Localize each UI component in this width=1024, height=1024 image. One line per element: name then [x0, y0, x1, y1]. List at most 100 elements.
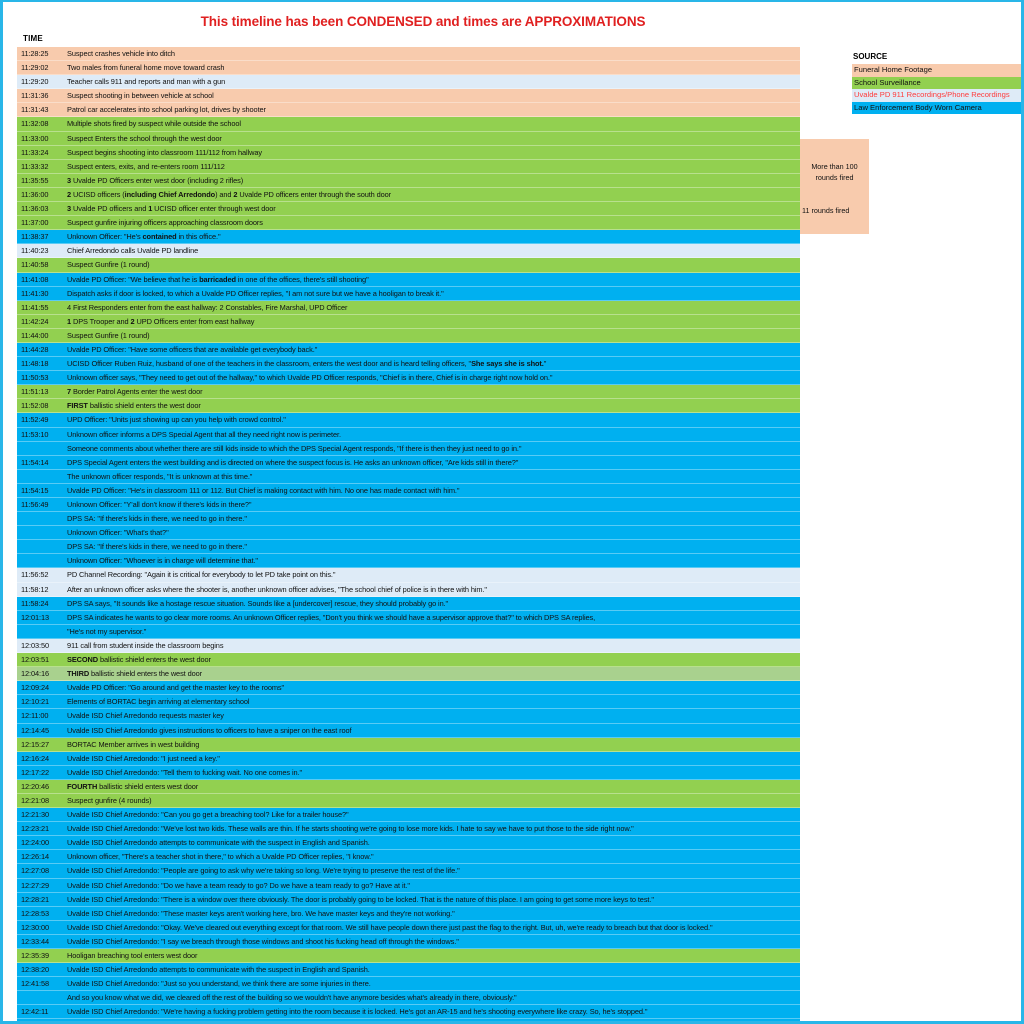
row-time: 11:41:30 [21, 288, 49, 298]
row-description: Uvalde ISD Chief Arredondo: "There is a … [67, 894, 654, 904]
row-time: 11:31:43 [21, 105, 49, 115]
row-description: DPS SA: "If there's kids in there, we ne… [67, 514, 247, 524]
table-row: 11:48:18 UCISD Officer Ruben Ruiz, husban… [17, 357, 800, 372]
table-row: 12:23:21 Uvalde ISD Chief Arredondo: "We'… [17, 822, 800, 837]
row-time: 11:56:52 [21, 570, 49, 580]
row-time: 11:29:02 [21, 63, 49, 73]
table-row: 12:04:16 THIRD ballistic shield enters th… [17, 667, 800, 682]
row-time: 11:29:20 [21, 77, 49, 87]
row-description: Uvalde PD Officer: "Go around and get th… [67, 683, 285, 693]
row-description: Uvalde ISD Chief Arredondo: "I just need… [67, 753, 220, 763]
row-description: Uvalde ISD Chief Arredondo: "Do we have … [67, 880, 410, 890]
row-time: 12:17:22 [21, 767, 49, 777]
table-row: 12:03:50 911 call from student inside the… [17, 638, 800, 654]
table-row: 12:27:29 Uvalde ISD Chief Arredondo: "Do … [17, 878, 800, 893]
row-description: Teacher calls 911 and reports and man wi… [67, 77, 226, 87]
table-row: 12:38:20 Uvalde ISD Chief Arredondo attem… [17, 963, 800, 978]
table-row: 11:37:00 Suspect gunfire injuring officer… [17, 216, 800, 231]
table-row: 11:58:24 DPS SA says, "It sounds like a h… [17, 596, 800, 611]
row-time: 12:03:51 [21, 655, 49, 665]
row-time: 12:28:21 [21, 894, 49, 904]
row-time: 12:01:13 [21, 612, 49, 622]
table-row: 11:36:00 2 UCISD officers (including Chie… [17, 187, 800, 203]
table-row: 11:52:08 FIRST ballistic shield enters th… [17, 399, 800, 414]
row-time: 11:44:00 [21, 330, 49, 340]
row-time: 12:14:45 [21, 725, 49, 735]
legend-item: School Surveillance [852, 76, 1021, 90]
row-time: 12:10:21 [21, 697, 49, 707]
row-time: 12:04:16 [21, 669, 49, 679]
table-row: 12:17:22 Uvalde ISD Chief Arredondo: "Tel… [17, 765, 800, 780]
row-time: 11:33:24 [21, 147, 49, 157]
row-time: 11:48:18 [21, 359, 49, 369]
table-row: 11:56:49 Unknown Officer: "Y'all don't kn… [17, 498, 800, 513]
row-description: 1 DPS Trooper and 2 UPD Officers enter f… [67, 316, 255, 326]
table-row: 12:11:00 Uvalde ISD Chief Arredondo reque… [17, 709, 800, 724]
legend-item: Uvalde PD 911 Recordings/Phone Recording… [852, 89, 1021, 102]
table-header: TIME [17, 34, 800, 47]
table-row: 11:33:24 Suspect begins shooting into cla… [17, 145, 800, 160]
row-description: Uvalde ISD Chief Arredondo: "We've lost … [67, 824, 634, 834]
row-time: 11:37:00 [21, 218, 49, 228]
table-row: 11:41:30 Dispatch asks if door is locked,… [17, 286, 800, 301]
row-time: 11:51:13 [21, 387, 49, 397]
row-description: Elements of BORTAC begin arriving at ele… [67, 697, 250, 707]
row-description: Multiple shots fired by suspect while ou… [67, 119, 241, 129]
row-time: 11:33:32 [21, 161, 49, 171]
row-time: 11:54:14 [21, 457, 49, 467]
table-row: 11:40:23 Chief Arredondo calls Uvalde PD … [17, 244, 800, 259]
row-time: 11:38:37 [21, 232, 49, 242]
table-row: 11:50:53 Unknown officer says, "They need… [17, 371, 800, 386]
row-time: 11:31:36 [21, 91, 49, 101]
row-time: 12:30:00 [21, 922, 49, 932]
table-row: 12:16:24 Uvalde ISD Chief Arredondo: "I j… [17, 751, 800, 766]
table-row: 12:28:21 Uvalde ISD Chief Arredondo: "The… [17, 892, 800, 907]
row-time: 11:28:25 [21, 49, 49, 58]
row-time: 11:41:55 [21, 302, 49, 312]
table-row: And so you know what we did, we cleared … [17, 991, 800, 1006]
table-row: 12:01:13 DPS SA indicates he wants to go … [17, 610, 800, 625]
row-description: Suspect crashes vehicle into ditch [67, 49, 175, 58]
row-description: Uvalde PD Officer: "Have some officers t… [67, 344, 318, 354]
row-description: Uvalde ISD Chief Arredondo requests mast… [67, 711, 224, 721]
table-row: 11:56:52 PD Channel Recording: "Again it … [17, 568, 800, 583]
row-time: 11:41:08 [21, 274, 49, 284]
row-time: 11:40:23 [21, 246, 49, 256]
timeline-table: TIME 11:28:25 Suspect crashes vehicle int… [17, 34, 800, 1021]
row-description: Uvalde ISD Chief Arredondo: "People are … [67, 866, 460, 876]
rounds-line-1: More than 100 [811, 162, 858, 171]
table-row: 11:52:49 UPD Officer: "Units just showing… [17, 413, 800, 428]
row-time: 11:52:49 [21, 415, 49, 425]
row-description: Someone comments about whether there are… [67, 443, 522, 453]
timeline-rows: 11:28:25 Suspect crashes vehicle into dit… [17, 47, 800, 1021]
row-time: 11:36:00 [21, 189, 49, 199]
row-time: 11:42:24 [21, 316, 49, 326]
row-time: 12:35:39 [21, 951, 49, 960]
row-description: FOURTH ballistic shield enters west door [67, 781, 199, 791]
row-description: DPS Special Agent enters the west buildi… [67, 457, 519, 467]
row-description: Uvalde PD Officer: "We believe that he i… [67, 274, 369, 284]
row-description: PD Channel Recording: "Again it is criti… [67, 570, 336, 580]
row-time: 11:33:00 [21, 133, 49, 143]
row-time: 11:40:58 [21, 260, 49, 270]
row-time: 11:58:24 [21, 598, 49, 608]
row-time: 12:23:21 [21, 824, 49, 834]
row-description: Suspect Gunfire (1 round) [67, 330, 150, 340]
table-row: 11:53:10 Unknown officer informs a DPS Sp… [17, 427, 800, 442]
table-row: 11:44:28 Uvalde PD Officer: "Have some of… [17, 342, 800, 358]
row-description: Chief Arredondo calls Uvalde PD landline [67, 246, 199, 256]
row-description: Uvalde ISD Chief Arredondo attempts to c… [67, 965, 370, 975]
table-row: 12:28:53 Uvalde ISD Chief Arredondo: "The… [17, 906, 800, 921]
row-description: Suspect enters, exits, and re-enters roo… [67, 161, 225, 171]
row-description: BORTAC Member arrives in west building [67, 739, 200, 749]
row-description: After an unknown officer asks where the … [67, 584, 487, 594]
table-row: 11:36:03 3 Uvalde PD officers and 1 UCISD… [17, 202, 800, 217]
table-row: 11:41:08 Uvalde PD Officer: "We believe t… [17, 272, 800, 287]
row-description: SECOND ballistic shield enters the west … [67, 655, 211, 665]
row-time: 12:41:58 [21, 979, 49, 989]
table-row: 12:24:00 Uvalde ISD Chief Arredondo attem… [17, 836, 800, 851]
row-description: Uvalde ISD Chief Arredondo: "These maste… [67, 908, 455, 918]
table-row: 11:28:25 Suspect crashes vehicle into dit… [17, 47, 800, 62]
rounds-line-3: 11 rounds fired [802, 206, 850, 215]
